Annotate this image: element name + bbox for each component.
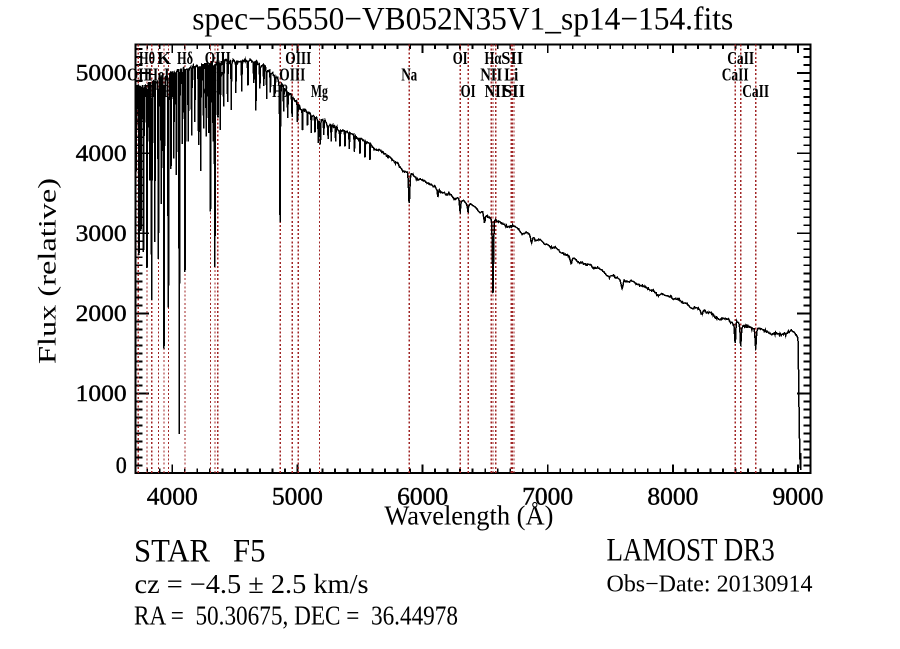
svg-text:NII: NII [485, 81, 507, 101]
svg-text:HeI: HeI [147, 65, 169, 85]
svg-text:Hα: Hα [485, 48, 502, 68]
svg-text:5000: 5000 [76, 61, 127, 86]
svg-text:Li: Li [504, 65, 518, 85]
svg-text:LAMOST DR3: LAMOST DR3 [607, 533, 775, 569]
svg-text:NII: NII [480, 65, 502, 85]
svg-text:8000: 8000 [647, 483, 698, 510]
svg-text:Hδ: Hδ [177, 48, 193, 68]
svg-text:G: G [203, 81, 217, 101]
svg-text:Hγ: Hγ [207, 65, 223, 85]
svg-text:4000: 4000 [147, 483, 198, 510]
svg-text:H: H [161, 81, 175, 101]
svg-text:OI: OI [453, 48, 468, 68]
svg-text:RA = 50.30675, DEC = 36.4497: RA = 50.30675, DEC = 36.44978 [134, 601, 458, 631]
svg-text:4000: 4000 [76, 141, 127, 166]
svg-text:3000: 3000 [76, 221, 127, 246]
svg-text:OIII: OIII [279, 65, 305, 85]
svg-text:OIII: OIII [285, 48, 311, 68]
svg-text:Obs−Date: 20130914: Obs−Date: 20130914 [607, 571, 813, 597]
svg-text:SII: SII [503, 81, 525, 101]
svg-text:spec−56550−VB052N35V1_sp14−154: spec−56550−VB052N35V1_sp14−154.fits [192, 2, 733, 38]
svg-text:CaII: CaII [727, 48, 754, 68]
svg-text:SII: SII [501, 48, 523, 68]
svg-text:STAR F5: STAR F5 [134, 534, 266, 570]
svg-text:Hθ: Hθ [139, 48, 155, 68]
svg-text:cz = −4.5 ± 2.5 km/s: cz = −4.5 ± 2.5 km/s [135, 569, 369, 599]
svg-text:OIII: OIII [205, 48, 231, 68]
svg-text:2000: 2000 [76, 301, 127, 326]
svg-text:OII: OII [127, 65, 149, 85]
svg-text:1000: 1000 [76, 381, 127, 406]
svg-text:7000: 7000 [522, 483, 573, 510]
svg-text:6000: 6000 [397, 483, 448, 510]
svg-text:0: 0 [116, 453, 127, 478]
svg-text:Mg: Mg [311, 81, 328, 101]
svg-text:Flux (relative): Flux (relative) [35, 178, 62, 364]
svg-text:CaII: CaII [722, 65, 749, 85]
svg-text:K: K [157, 48, 171, 68]
svg-text:9000: 9000 [773, 483, 824, 510]
svg-text:CaII: CaII [742, 81, 769, 101]
svg-text:Hη: Hη [144, 81, 160, 101]
svg-text:Hβ: Hβ [272, 81, 288, 101]
svg-text:Na: Na [401, 65, 417, 85]
svg-text:Wavelength (Å): Wavelength (Å) [384, 501, 553, 531]
svg-text:OI: OI [461, 81, 476, 101]
svg-text:5000: 5000 [272, 483, 323, 510]
